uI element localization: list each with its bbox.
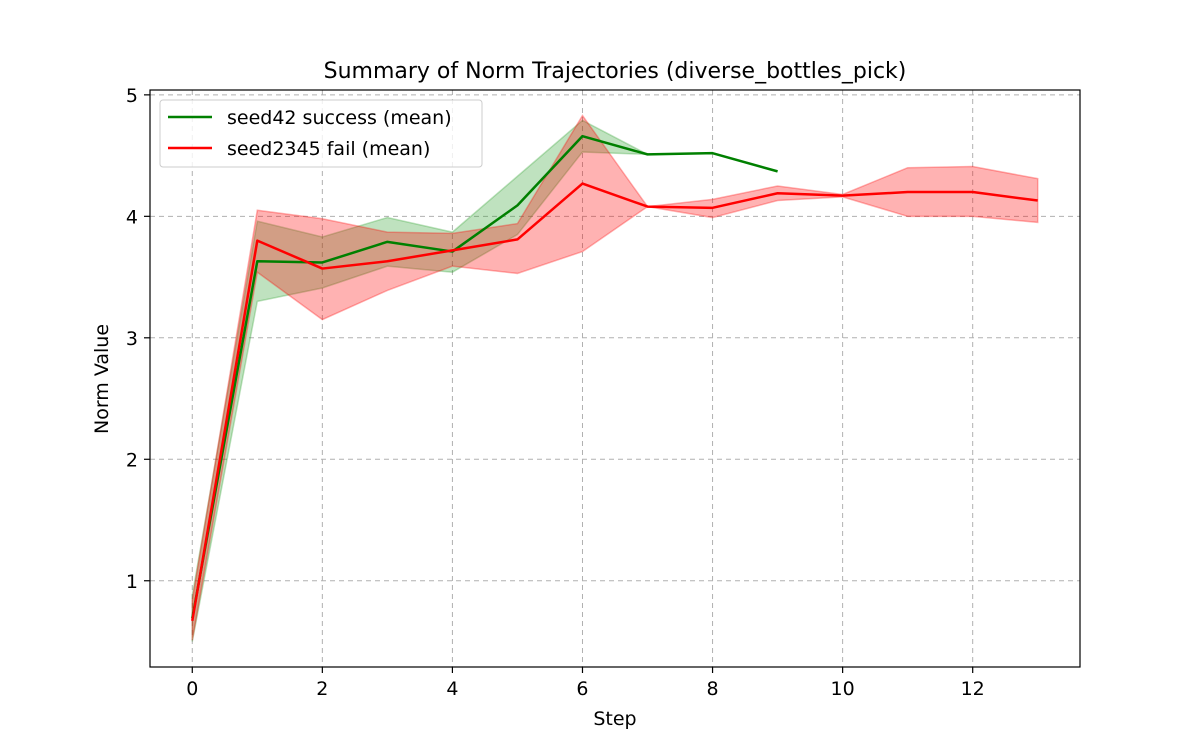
y-tick-label: 3 bbox=[126, 328, 138, 350]
x-axis-label: Step bbox=[593, 708, 636, 730]
series-lines bbox=[191, 134, 1038, 622]
legend-label-seed2345-fail: seed2345 fail (mean) bbox=[227, 138, 430, 160]
y-axis-label: Norm Value bbox=[91, 324, 113, 434]
x-tick-label: 12 bbox=[961, 678, 985, 700]
legend-box bbox=[159, 99, 483, 168]
y-axis-ticks: 1 2 3 4 5 bbox=[126, 85, 150, 593]
x-tick-label: 2 bbox=[316, 678, 328, 700]
line-seed2345-fail bbox=[191, 182, 1038, 622]
x-tick-label: 0 bbox=[186, 678, 198, 700]
y-tick-label: 5 bbox=[126, 85, 138, 107]
x-tick-label: 10 bbox=[831, 678, 855, 700]
chart-title: Summary of Norm Trajectories (diverse_bo… bbox=[324, 59, 907, 84]
plot-area-frame bbox=[149, 89, 1081, 668]
x-tick-label: 8 bbox=[707, 678, 719, 700]
legend-label-seed42-success: seed42 success (mean) bbox=[227, 107, 452, 129]
y-tick-label: 4 bbox=[126, 206, 138, 228]
x-tick-label: 4 bbox=[446, 678, 458, 700]
x-axis-ticks: 0 2 4 6 8 10 12 bbox=[186, 667, 985, 700]
y-tick-label: 1 bbox=[126, 571, 138, 593]
line-seed42-success bbox=[191, 134, 778, 619]
grid-lines bbox=[150, 90, 1080, 667]
legend: seed42 success (mean) seed2345 fail (mea… bbox=[159, 99, 483, 168]
y-tick-label: 2 bbox=[126, 449, 138, 471]
x-tick-label: 6 bbox=[576, 678, 588, 700]
band-seed2345-fail bbox=[191, 114, 1039, 641]
